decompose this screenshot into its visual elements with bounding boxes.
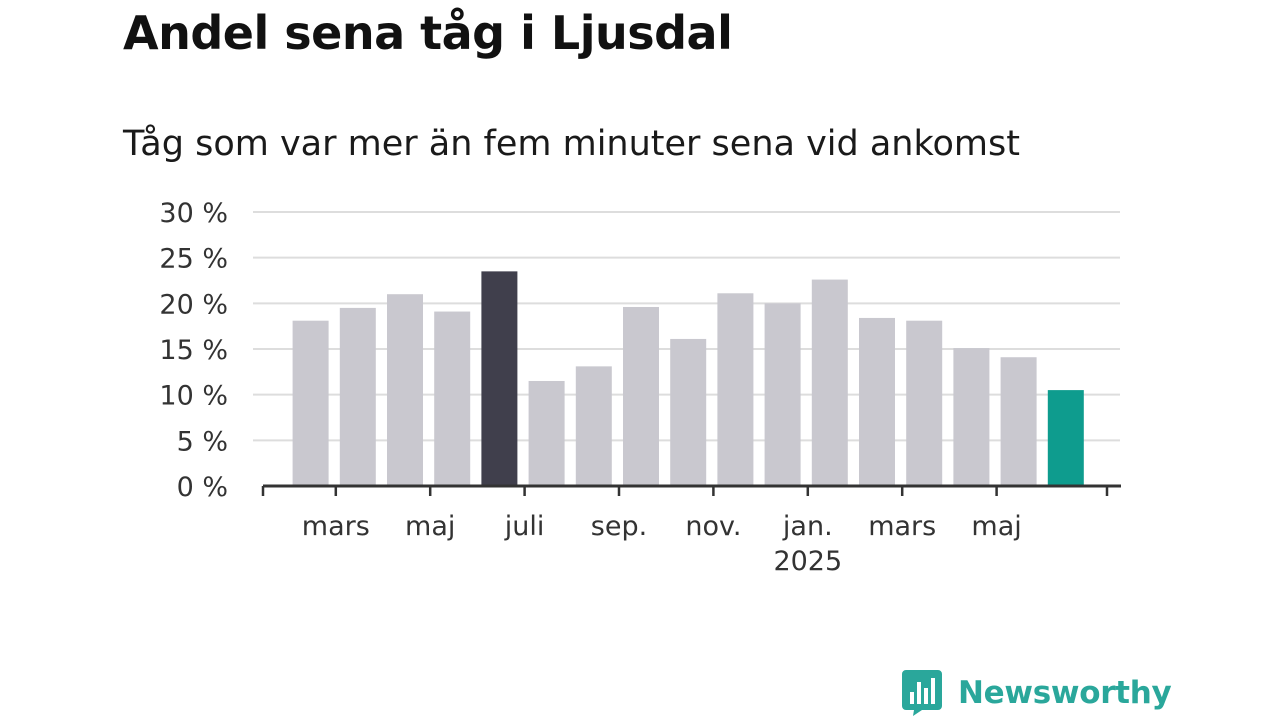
bar-2024-11 [717,293,754,486]
chart-subtitle: Tåg som var mer än fem minuter sena vid … [123,124,1020,164]
bar-2024-10 [670,338,707,486]
bar-2024-05 [434,311,471,486]
y-tick-label: 10 % [159,381,228,412]
brand-name: Newsworthy [958,675,1172,711]
x-tick-label: jan. [782,511,833,542]
x-tick-label: mars [302,511,370,542]
x-tick-label: sep. [591,511,647,542]
newsworthy-bar-chart-icon [902,670,942,716]
y-axis-labels: 0 % 5 % 10 % 15 % 20 % 25 % 30 % [159,198,228,503]
y-tick-label: 15 % [159,335,228,366]
y-tick-label: 30 % [159,198,228,229]
x-tick-label: maj [971,511,1021,542]
x-axis-labels: mars maj juli sep. nov. jan. 2025 mars maj [302,511,1022,577]
bar-2025-02 [859,317,895,486]
x-tick-year-label: 2025 [773,546,842,577]
chart-title: Andel sena tåg i Ljusdal [123,6,733,60]
y-tick-label: 20 % [159,289,228,320]
bar-2024-07 [528,380,565,486]
bar-2025-04 [953,348,990,486]
bar-2024-12 [764,303,801,486]
bar-2024-06 [481,271,518,486]
bar-2025-05 [1000,357,1037,486]
bar-2025-03 [906,320,943,486]
x-tick-label: maj [405,511,455,542]
bar-2024-02 [292,320,329,486]
bars [292,271,1084,486]
bar-2024-08 [575,366,612,486]
bar-2024-09 [623,306,659,486]
y-tick-label: 0 % [177,472,228,503]
x-axis [261,484,1121,496]
x-tick-label: juli [504,511,545,542]
y-tick-label: 25 % [159,244,228,275]
x-tick-label: mars [868,511,936,542]
x-tick-label: nov. [685,511,741,542]
bar-2024-04 [387,294,423,486]
y-tick-label: 5 % [177,426,228,457]
brand-logo: Newsworthy [902,670,1172,716]
bar-2024-03 [339,307,376,486]
bar-chart: 0 % 5 % 10 % 15 % 20 % 25 % 30 % mars maj juli se… [159,198,1121,577]
bar-2025-06 [1047,390,1084,486]
bar-2025-01 [811,279,848,486]
